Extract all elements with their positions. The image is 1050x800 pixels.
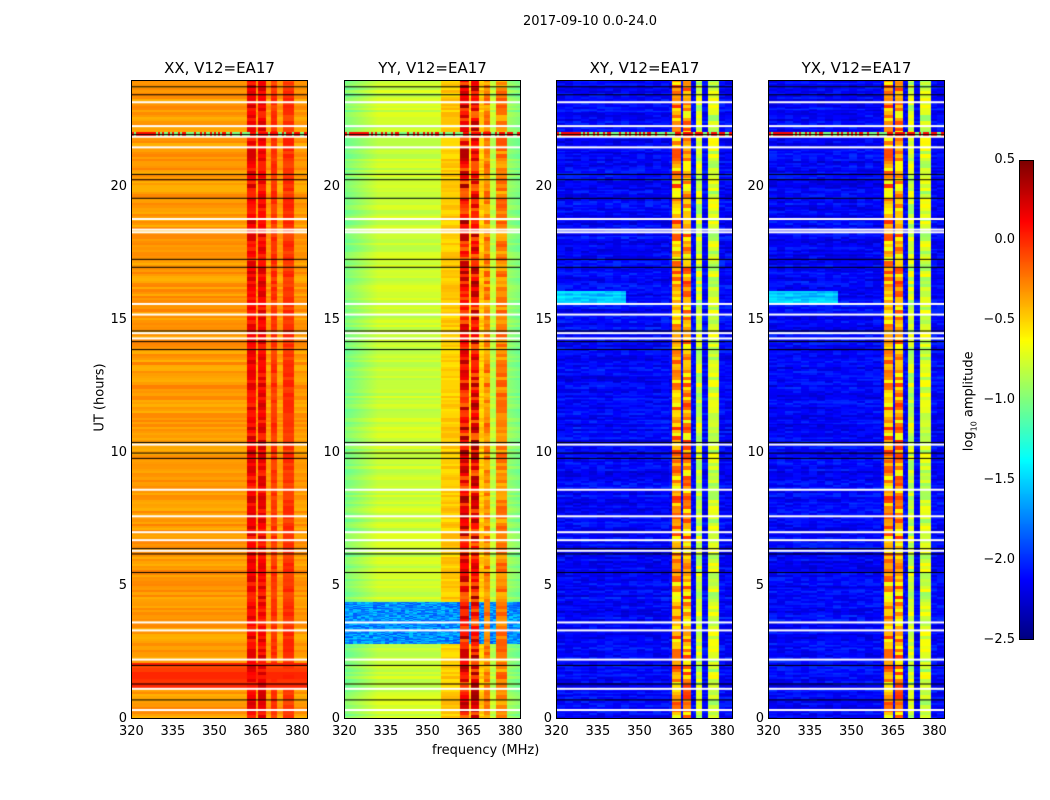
x-tick-label: 320 [756,724,781,739]
colorbar-tick-label: −1.0 [983,392,1015,407]
x-tick-label: 350 [201,724,227,739]
x-tick-label: 380 [709,724,735,739]
y-axis-label: UT (hours) [92,363,108,432]
x-tick-label: 350 [414,724,440,739]
colorbar-label: log10 amplitude [961,351,979,452]
y-tick-label: 15 [535,311,552,327]
y-tick-label: 15 [323,311,340,327]
colorbar-tick-label: −2.0 [983,552,1015,567]
y-tick-label: 15 [747,311,764,327]
x-tick-label: 380 [284,724,310,739]
x-tick-label: 365 [456,724,482,739]
x-tick-label: 365 [668,724,694,739]
y-tick-label: 0 [755,711,764,726]
x-tick-label: 380 [921,724,947,739]
y-tick-label: 20 [323,178,340,194]
y-tick-label: 10 [323,444,340,460]
colorbar-tick-label: 0.5 [994,152,1015,167]
x-tick-label: 335 [585,724,611,739]
colorbar-tick-label: 0.0 [994,232,1015,247]
x-tick-label: 320 [544,724,569,739]
y-tick-label: 0 [543,711,552,726]
y-tick-label: 10 [535,444,552,460]
x-tick-label: 350 [838,724,864,739]
x-tick-label: 365 [243,724,269,739]
panel-title: XX, V12=EA17 [164,59,275,77]
x-tick-label: 320 [119,724,144,739]
heatmap-image [345,81,520,718]
panel-title: XY, V12=EA17 [589,59,700,77]
heatmap-panel-2 [556,80,733,719]
y-tick-label: 5 [118,577,127,593]
y-tick-label: 20 [535,178,552,194]
x-tick-label: 320 [332,724,357,739]
colorbar [1019,160,1034,640]
heatmap-panel-3 [768,80,945,719]
colorbar-tick-label: −2.5 [983,632,1015,647]
figure-title: 2017-09-10 0.0-24.0 [523,14,657,29]
y-tick-label: 0 [331,711,340,726]
y-tick-label: 10 [110,444,127,460]
x-tick-label: 380 [497,724,523,739]
x-tick-label: 350 [626,724,652,739]
heatmap-panel-0 [131,80,308,719]
panel-title: YY, V12=EA17 [378,59,487,77]
y-tick-label: 15 [110,311,127,327]
heatmap-image [557,81,732,718]
x-axis-label: frequency (MHz) [432,743,540,758]
heatmap-image [132,81,307,718]
y-tick-label: 5 [331,577,340,593]
y-tick-label: 20 [110,178,127,194]
heatmap-panel-1 [344,80,521,719]
heatmap-image [769,81,944,718]
y-tick-label: 0 [118,711,127,726]
x-tick-label: 365 [880,724,906,739]
y-tick-label: 5 [543,577,552,593]
x-tick-label: 335 [160,724,186,739]
y-tick-label: 5 [755,577,764,593]
y-tick-label: 10 [747,444,764,460]
colorbar-tick-label: −1.5 [983,472,1015,487]
panel-title: YX, V12=EA17 [801,59,912,77]
x-tick-label: 335 [373,724,399,739]
x-tick-label: 335 [797,724,823,739]
y-tick-label: 20 [747,178,764,194]
colorbar-tick-label: −0.5 [983,312,1015,327]
